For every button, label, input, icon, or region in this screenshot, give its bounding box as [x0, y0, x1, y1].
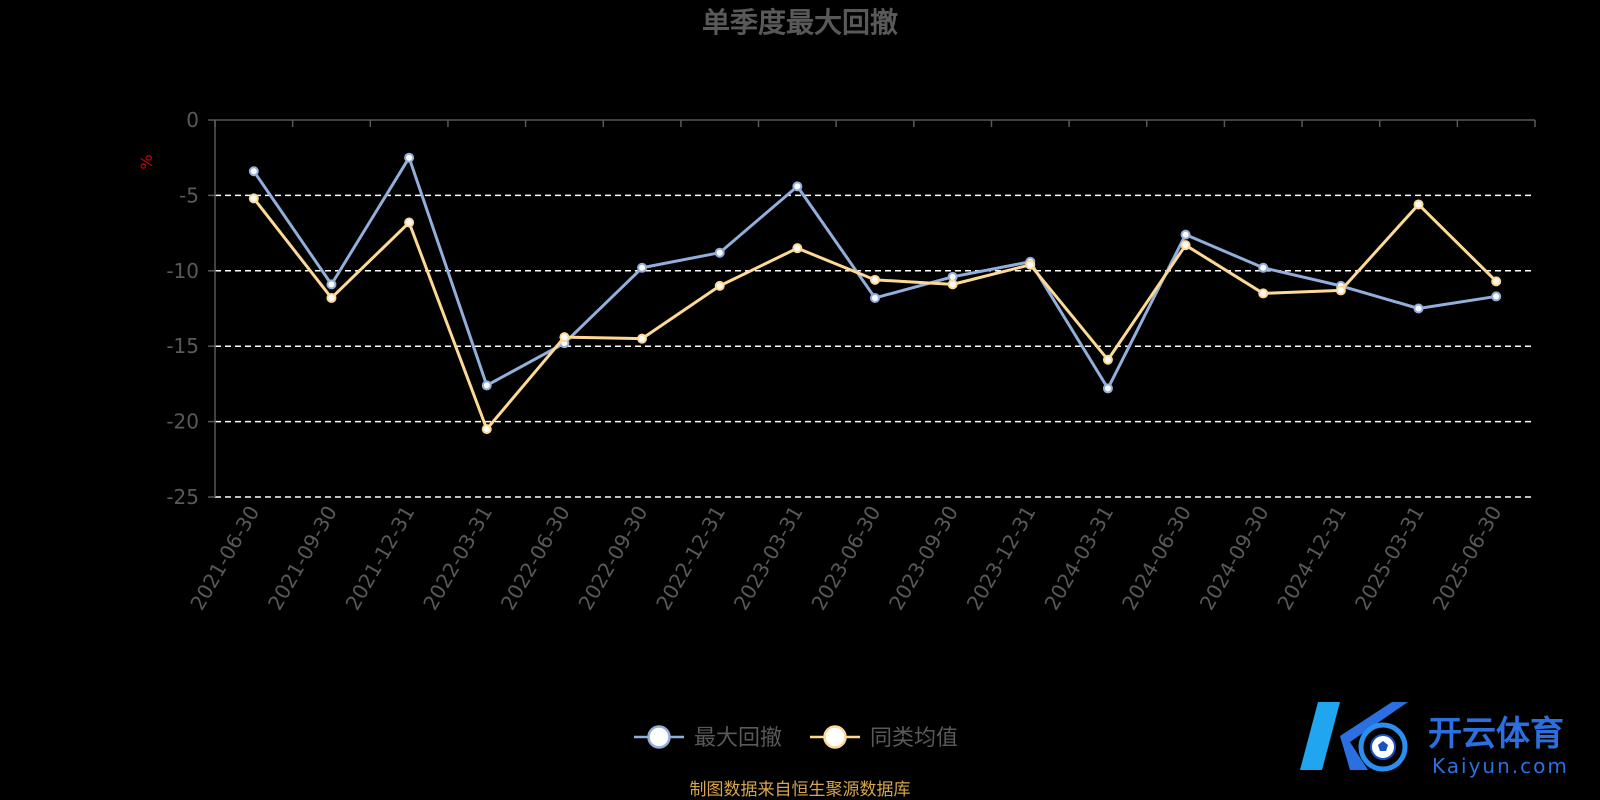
series-layer	[248, 152, 1502, 435]
data-point-0	[1413, 303, 1424, 314]
y-tick-label: -10	[166, 259, 199, 283]
x-tick-label: 2022-06-30	[496, 502, 575, 615]
data-point-1	[404, 217, 415, 228]
legend: 最大回撤 同类均值	[634, 725, 958, 751]
data-point-0	[637, 262, 648, 273]
kaiyun-logo-icon	[1300, 702, 1408, 772]
data-point-0	[404, 152, 415, 163]
data-point-0	[714, 247, 725, 258]
data-point-0	[1180, 229, 1191, 240]
legend-label-drawdown: 最大回撤	[694, 726, 782, 751]
data-point-1	[792, 243, 803, 254]
y-tick-label: -15	[166, 334, 199, 358]
x-tick-label: 2023-06-30	[806, 502, 885, 615]
x-tick-label: 2025-03-31	[1350, 502, 1429, 615]
y-tick-label: -20	[166, 410, 199, 434]
x-tick-label: 2023-12-31	[962, 502, 1041, 615]
x-tick-label: 2021-12-31	[341, 502, 420, 615]
data-point-0	[481, 380, 492, 391]
chart-title: 单季度最大回撤	[702, 6, 898, 39]
data-point-1	[1180, 240, 1191, 251]
y-axis-unit: %	[137, 154, 156, 169]
watermark-brand-text: 开云体育	[1428, 714, 1564, 754]
x-tick-label: 2021-06-30	[185, 502, 264, 615]
x-tick-label: 2021-09-30	[263, 502, 342, 615]
data-point-1	[1413, 199, 1424, 210]
legend-label-peer-average: 同类均值	[870, 726, 958, 751]
axis-layer: 0 -5 -10 -15 -20 -252021-06-302021-09-302021-…	[166, 108, 1536, 615]
x-tick-label: 2024-03-31	[1039, 502, 1118, 615]
x-tick-label: 2025-06-30	[1428, 502, 1507, 615]
data-point-0	[1102, 383, 1113, 394]
legend-item-peer-average[interactable]: 同类均值	[810, 725, 958, 751]
y-tick-label: -5	[179, 183, 199, 207]
source-note: 制图数据来自恒生聚源数据库	[690, 780, 911, 800]
data-point-0	[326, 279, 337, 290]
data-point-1	[326, 292, 337, 303]
legend-swatch-marker-peer-average	[823, 725, 847, 749]
data-point-1	[1335, 285, 1346, 296]
x-tick-label: 2024-12-31	[1272, 502, 1351, 615]
data-point-1	[248, 193, 259, 204]
data-point-1	[1258, 288, 1269, 299]
legend-swatch-marker-drawdown	[647, 725, 671, 749]
x-tick-label: 2024-06-30	[1117, 502, 1196, 615]
data-point-0	[792, 181, 803, 192]
y-tick-label: -25	[166, 485, 199, 509]
data-point-0	[1258, 262, 1269, 273]
data-point-1	[714, 280, 725, 291]
watermark-domain-text: Kaiyun.com	[1432, 754, 1569, 778]
data-point-1	[1025, 259, 1036, 270]
brand-watermark: 开云体育 Kaiyun.com	[1300, 702, 1569, 778]
data-point-1	[559, 332, 570, 343]
series-line-1	[252, 197, 1498, 431]
data-point-1	[947, 279, 958, 290]
y-tick-label: 0	[186, 108, 199, 132]
x-tick-label: 2024-09-30	[1195, 502, 1274, 615]
legend-item-drawdown[interactable]: 最大回撤	[634, 725, 782, 751]
x-tick-label: 2023-09-30	[884, 501, 963, 614]
series-line-0	[252, 156, 1497, 390]
data-point-0	[1491, 291, 1502, 302]
grid-layer	[215, 194, 1535, 498]
data-point-1	[1491, 276, 1502, 287]
data-point-1	[481, 424, 492, 435]
data-point-0	[870, 292, 880, 303]
data-point-0	[248, 166, 259, 177]
data-point-1	[1102, 354, 1113, 365]
x-tick-label: 2022-12-31	[651, 502, 730, 615]
x-tick-label: 2022-09-30	[573, 502, 652, 615]
x-tick-label: 2022-03-31	[418, 502, 497, 615]
data-point-1	[870, 274, 880, 285]
x-tick-label: 2023-03-31	[729, 502, 808, 615]
data-point-1	[637, 333, 648, 344]
